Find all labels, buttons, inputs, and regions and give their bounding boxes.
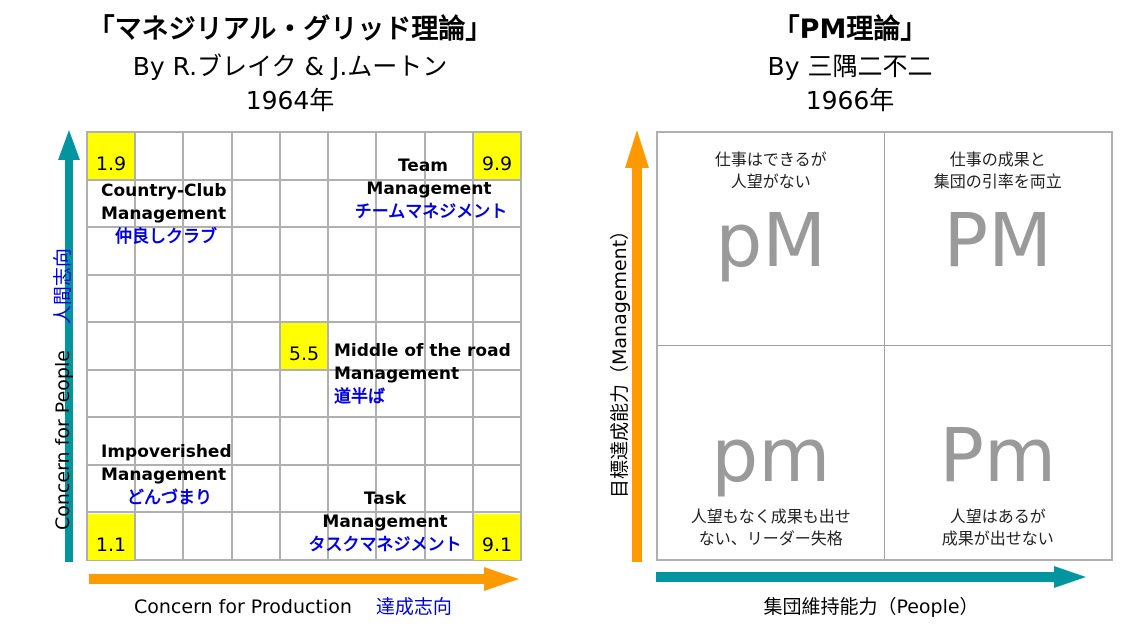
people-axis-label: Concern for People 人間志向: [48, 248, 75, 530]
people-axis-arrow-icon: [58, 130, 80, 562]
management-axis-arrow-icon: [625, 130, 649, 562]
people-axis-arrow-icon: [656, 566, 1086, 588]
country-club-label: Country-Club Management 仲良しクラブ: [101, 181, 227, 247]
pm-theory-author: By 三隅二不二: [767, 52, 933, 81]
quadrant-Pm: Pm 人望はあるが 成果が出せない: [885, 346, 1112, 559]
managerial-grid: [86, 131, 522, 561]
production-axis-arrow-icon: [89, 567, 519, 591]
pm-theory-title: 「PM理論」: [772, 14, 928, 45]
quadrant-pm: pm 人望もなく成果も出せ ない、リーダー失格: [658, 346, 885, 559]
management-axis-label: 目標達成能力（Management）: [609, 220, 631, 498]
people-axis-label-en: Concern for People: [52, 350, 74, 530]
managerial-grid-year: 1964年: [245, 86, 335, 115]
team-management-label: Team Management チームマネジメント: [354, 156, 508, 222]
middle-road-label: Middle of the road Management 道半ば: [334, 341, 511, 407]
score-1-1: 1.1: [88, 514, 134, 560]
quadrant-PM: 仕事の成果と 集団の引率を両立 PM: [884, 133, 1111, 346]
production-axis-label-jp: 達成志向: [375, 596, 452, 618]
pm-matrix: 仕事はできるが 人望がない pM 仕事の成果と 集団の引率を両立 PM pm 人…: [656, 131, 1113, 561]
score-9-1: 9.1: [474, 514, 520, 560]
impoverished-label: Impoverished Management どんづまり: [101, 442, 232, 508]
quadrant-code-pm: pm: [711, 413, 831, 499]
managerial-grid-title: 「マネジリアル・グリッド理論」: [87, 14, 493, 45]
people-axis-label-pm: 集団維持能力（People）: [763, 596, 979, 618]
pm-theory-year: 1966年: [805, 86, 895, 115]
people-axis-label-jp: 人間志向: [52, 248, 74, 325]
quadrant-pM: 仕事はできるが 人望がない pM: [658, 133, 885, 346]
score-9-9: 9.9: [474, 133, 520, 179]
production-axis-label: Concern for Production 達成志向: [134, 592, 452, 619]
quadrant-code-pM: pM: [715, 198, 827, 284]
score-5-5: 5.5: [281, 323, 327, 369]
managerial-grid-author: By R.ブレイク & J.ムートン: [132, 52, 448, 81]
quadrant-code-Pm: Pm: [939, 413, 1057, 499]
quadrant-code-PM: PM: [943, 198, 1052, 284]
task-management-label: Task Management タスクマネジメント: [308, 489, 462, 555]
score-1-9: 1.9: [88, 133, 134, 179]
production-axis-label-en: Concern for Production: [134, 596, 352, 618]
